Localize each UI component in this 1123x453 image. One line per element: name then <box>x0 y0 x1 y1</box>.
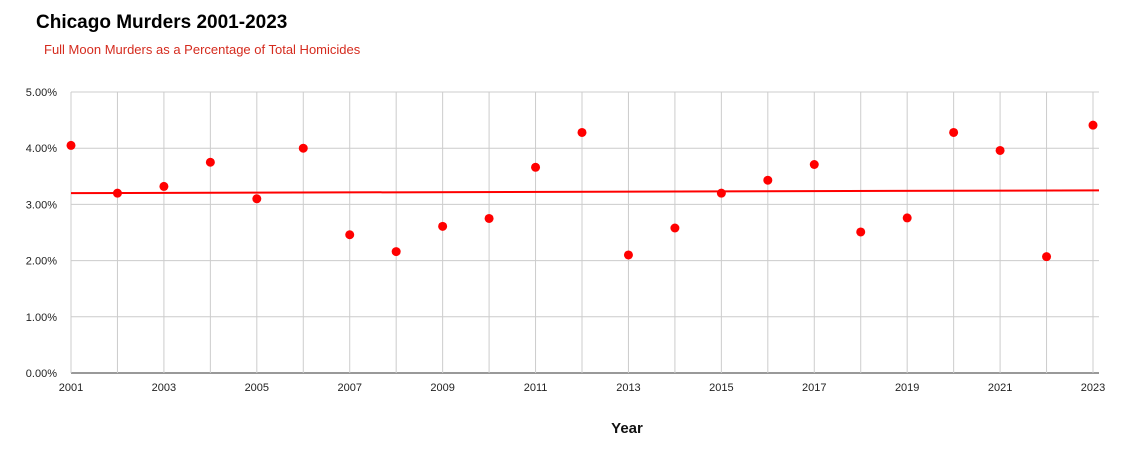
y-tick-label: 1.00% <box>26 312 57 324</box>
x-tick-label: 2023 <box>1081 382 1105 394</box>
data-point <box>716 188 726 198</box>
data-point <box>391 247 401 257</box>
data-point <box>1042 252 1052 262</box>
x-tick-label: 2005 <box>245 382 269 394</box>
x-tick-label: 2003 <box>152 382 176 394</box>
data-point <box>902 213 912 223</box>
x-tick-label: 2011 <box>524 382 548 394</box>
chart-subtitle: Full Moon Murders as a Percentage of Tot… <box>44 42 361 57</box>
data-point <box>623 250 633 260</box>
data-point <box>112 188 122 198</box>
x-tick-label: 2021 <box>988 382 1012 394</box>
data-point <box>66 140 76 150</box>
data-point <box>763 175 773 185</box>
data-points <box>66 120 1098 262</box>
data-point <box>577 127 587 137</box>
data-point <box>298 143 308 153</box>
tick-labels: 0.00% 1.00% 2.00% 3.00% 4.00% 5.00% 2001 2003 20… <box>26 87 1105 394</box>
y-tick-label: 3.00% <box>26 199 57 211</box>
y-tick-label: 4.00% <box>26 143 57 155</box>
y-tick-label: 2.00% <box>26 256 57 268</box>
x-tick-label: 2019 <box>895 382 919 394</box>
chart-title: Chicago Murders 2001-2023 <box>36 12 288 33</box>
data-point <box>205 157 215 167</box>
data-point <box>484 213 494 223</box>
x-tick-label: 2007 <box>337 382 361 394</box>
data-point <box>345 230 355 240</box>
data-point <box>809 159 819 169</box>
x-axis-title: Year <box>611 420 643 437</box>
data-point <box>1088 120 1098 130</box>
data-point <box>949 127 959 137</box>
y-tick-label: 5.00% <box>26 87 57 99</box>
x-tick-label: 2017 <box>802 382 826 394</box>
data-point <box>995 145 1005 155</box>
y-tick-label: 0.00% <box>26 368 57 380</box>
trendline-layer <box>70 189 1100 195</box>
data-point <box>438 221 448 231</box>
x-tick-label: 2013 <box>616 382 640 394</box>
data-point <box>856 227 866 237</box>
trendline <box>70 189 1100 195</box>
data-point <box>670 223 680 233</box>
data-point <box>252 194 262 204</box>
data-point <box>159 181 169 191</box>
data-point <box>531 162 541 172</box>
x-tick-label: 2001 <box>59 382 83 394</box>
x-tick-label: 2015 <box>709 382 733 394</box>
x-tick-label: 2009 <box>430 382 454 394</box>
